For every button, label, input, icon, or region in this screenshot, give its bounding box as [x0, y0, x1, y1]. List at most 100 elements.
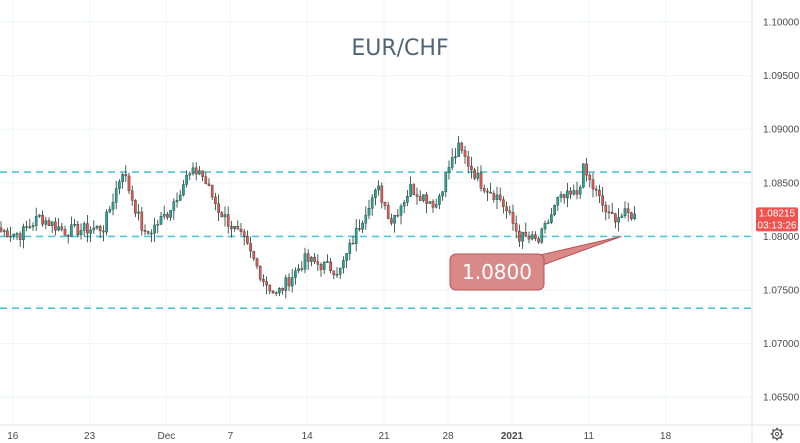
candle-body — [607, 211, 611, 214]
candle-body — [15, 233, 19, 235]
candle-body — [610, 211, 614, 215]
candle-body — [444, 172, 448, 193]
candle-body — [441, 191, 444, 197]
candle-body — [345, 253, 348, 261]
price-tick-label: 1.10000 — [763, 18, 800, 29]
candle-body — [502, 199, 505, 207]
candle-body — [358, 228, 361, 230]
candle-body — [226, 214, 230, 227]
candle-body — [191, 167, 195, 174]
candle-body — [348, 242, 352, 254]
candle-body — [486, 190, 489, 193]
candle-body — [82, 223, 86, 231]
candle-body — [559, 194, 563, 198]
candle-body — [268, 284, 272, 292]
candle-body — [361, 223, 364, 230]
candle-body — [210, 185, 214, 198]
candle-body — [92, 227, 96, 231]
candle-body — [633, 213, 636, 219]
time-axis: 16 23 Dec 7 14 21 28 2021 11 18 — [7, 431, 671, 442]
candle-body — [534, 234, 537, 239]
candle-body — [412, 184, 416, 196]
last-price-badge-bg — [756, 207, 798, 232]
candle-body — [370, 197, 374, 209]
candle-body — [98, 225, 102, 232]
candle-body — [569, 190, 572, 195]
candle-body — [127, 175, 131, 192]
candle-body — [255, 258, 259, 267]
chart-title: EUR/CHF — [351, 36, 448, 61]
time-tick-label: Dec — [158, 431, 176, 442]
gear-icon-tooth — [779, 428, 783, 432]
candle-body — [137, 211, 140, 214]
candle-body — [188, 173, 192, 176]
candle-body — [508, 210, 512, 213]
candle-body — [54, 221, 57, 231]
candle-body — [364, 214, 368, 224]
candle-body — [418, 196, 422, 201]
gear-icon-hub[interactable] — [774, 431, 780, 437]
candle-body — [338, 267, 342, 275]
price-tick-label: 1.08000 — [763, 232, 800, 243]
time-tick-label: 21 — [378, 431, 390, 442]
candle-body — [220, 212, 224, 218]
candle-body — [95, 225, 99, 229]
candle-body — [0, 227, 3, 232]
candle-body — [217, 203, 220, 213]
candle-body — [258, 265, 262, 280]
candle-body — [50, 221, 54, 226]
annotation-pointer — [535, 235, 622, 267]
candle-body — [185, 174, 188, 185]
candle-body — [319, 264, 323, 270]
price-tick-label: 1.06500 — [763, 393, 800, 404]
time-tick-label: 7 — [228, 431, 234, 442]
gear-icon[interactable] — [770, 427, 784, 441]
candle-body — [198, 170, 201, 175]
candle-body — [47, 220, 51, 226]
candle-body — [6, 230, 9, 238]
candle-body — [28, 226, 32, 229]
candle-body — [70, 224, 73, 237]
candle-body — [2, 230, 6, 232]
gear-icon-teeth[interactable] — [770, 427, 784, 441]
price-tick-label: 1.07500 — [763, 286, 800, 297]
candle-body — [562, 194, 566, 199]
bar-countdown: 03:13:26 — [758, 220, 797, 231]
candle-body — [102, 230, 105, 233]
candle-body — [175, 200, 179, 202]
gear-icon-ring[interactable] — [771, 428, 783, 440]
candle-body — [598, 190, 601, 196]
candle-body — [329, 261, 332, 272]
candle-body — [498, 194, 502, 200]
candle-body — [601, 195, 604, 206]
candle-body — [591, 179, 595, 190]
candle-body — [620, 215, 624, 218]
candle-body — [313, 256, 316, 262]
candle-series — [0, 136, 636, 299]
candle-body — [274, 292, 278, 294]
candle-body — [457, 142, 460, 157]
candle-body — [530, 234, 534, 240]
candle-body — [434, 204, 438, 208]
candle-body — [466, 156, 470, 167]
candle-body — [518, 230, 521, 242]
candle-body — [527, 235, 531, 240]
candle-body — [463, 150, 467, 157]
candle-body — [380, 185, 384, 203]
candle-body — [118, 181, 121, 189]
candle-body — [495, 194, 499, 200]
candle-body — [409, 184, 412, 197]
candle-body — [546, 222, 550, 224]
candle-body — [383, 202, 387, 206]
candle-body — [242, 231, 246, 237]
candle-body — [159, 216, 163, 225]
support-resistance-levels — [0, 171, 752, 310]
candle-body — [492, 193, 496, 200]
candle-body — [66, 235, 70, 237]
candle-body — [111, 202, 115, 210]
candle-body — [166, 214, 169, 218]
annotation-box — [449, 253, 545, 291]
candle-body — [415, 194, 419, 197]
candle-body — [201, 170, 204, 177]
candle-body — [479, 172, 483, 189]
